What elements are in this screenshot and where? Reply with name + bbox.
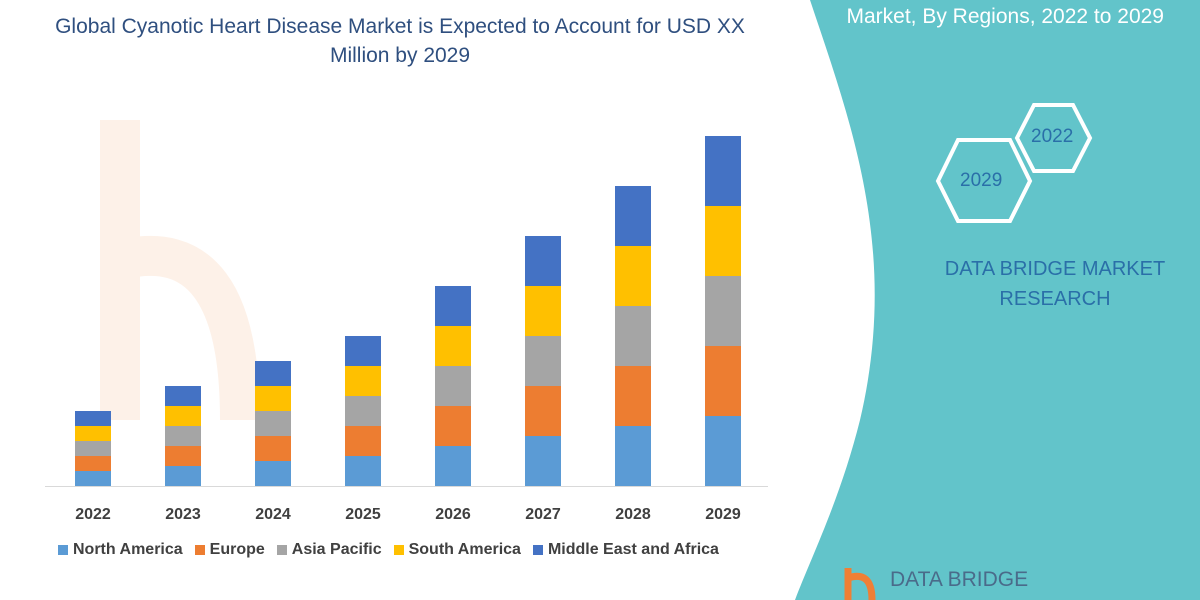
legend-item: North America [58, 541, 183, 559]
bar-segment-2023-asia-pacific [165, 426, 201, 446]
logo-text: DATA BRIDGE [890, 568, 1029, 591]
bar-segment-2024-south-america [255, 386, 291, 411]
bar-segment-2025-asia-pacific [345, 396, 381, 426]
side-panel-shape [795, 0, 1200, 600]
legend-label: South America [408, 541, 521, 558]
bar-segment-2026-asia-pacific [435, 366, 471, 406]
bar-segment-2026-south-america [435, 326, 471, 366]
bar-segment-2025-north-america [345, 456, 381, 486]
bar-segment-2028-north-america [615, 426, 651, 486]
legend-label: Middle East and Africa [547, 541, 719, 558]
legend-swatch [58, 545, 68, 555]
logo-mark [844, 568, 876, 600]
x-tick-label: 2025 [345, 506, 381, 523]
bar-segment-2023-south-america [165, 406, 201, 426]
x-tick-label: 2024 [255, 506, 291, 523]
legend-label: Europe [209, 541, 265, 558]
bar-segment-2023-middle-east-and-africa [165, 386, 201, 406]
x-tick-label: 2028 [615, 506, 651, 523]
bar-segment-2025-south-america [345, 366, 381, 396]
bar-segment-2029-south-america [705, 206, 741, 276]
brand-name: DATA BRIDGE MARKET RESEARCH [944, 258, 1166, 310]
legend-swatch [393, 545, 404, 555]
page-title: Global Cyanotic Heart Disease Market is … [55, 15, 745, 67]
hex-label-2022: 2022 [1031, 126, 1074, 147]
bar-segment-2022-europe [75, 456, 111, 471]
x-tick-label: 2029 [705, 506, 741, 523]
x-tick-label: 2023 [165, 506, 201, 523]
bar-segment-2026-europe [435, 406, 471, 446]
bar-segment-2026-north-america [435, 446, 471, 486]
legend-item: Middle East and Africa [532, 541, 719, 559]
bar-segment-2023-north-america [165, 466, 201, 486]
bar-segment-2029-europe [705, 346, 741, 416]
bar-segment-2026-middle-east-and-africa [435, 286, 471, 326]
bar-segment-2028-middle-east-and-africa [615, 186, 651, 246]
legend-item: South America [393, 541, 521, 559]
bar-segment-2022-north-america [75, 471, 111, 486]
bar-segment-2029-asia-pacific [705, 276, 741, 346]
bar-segment-2028-europe [615, 366, 651, 426]
legend-swatch [194, 545, 205, 555]
bar-segment-2027-asia-pacific [525, 336, 561, 386]
legend-item: Asia Pacific [276, 541, 382, 559]
bar-segment-2027-north-america [525, 436, 561, 486]
bar-segment-2024-europe [255, 436, 291, 461]
hex-2029 [935, 138, 1033, 223]
bar-segment-2024-middle-east-and-africa [255, 361, 291, 386]
bar-segment-2027-middle-east-and-africa [525, 236, 561, 286]
hex-2022 [1014, 103, 1093, 173]
legend-label: North America [73, 541, 183, 558]
bar-segment-2028-asia-pacific [615, 306, 651, 366]
bar-segment-2022-south-america [75, 426, 111, 441]
bar-segment-2024-asia-pacific [255, 411, 291, 436]
bar-segment-2024-north-america [255, 461, 291, 486]
bar-segment-2025-europe [345, 426, 381, 456]
x-tick-label: 2027 [525, 506, 561, 523]
x-tick-label: 2022 [75, 506, 111, 523]
bar-segment-2023-europe [165, 446, 201, 466]
side-title: Market, By Regions, 2022 to 2029 [846, 5, 1164, 28]
legend: North America Europe Asia Pacific South Ame… [58, 541, 719, 559]
bar-segment-2029-north-america [705, 416, 741, 486]
legend-item: Europe [194, 541, 265, 559]
legend-swatch [532, 545, 543, 555]
bar-segment-2029-middle-east-and-africa [705, 136, 741, 206]
bar-segment-2025-middle-east-and-africa [345, 336, 381, 366]
bar-segment-2027-europe [525, 386, 561, 436]
bar-segment-2022-asia-pacific [75, 441, 111, 456]
legend-label: Asia Pacific [291, 541, 382, 558]
x-tick-label: 2026 [435, 506, 471, 523]
hex-label-2029: 2029 [960, 170, 1003, 191]
bar-segment-2028-south-america [615, 246, 651, 306]
legend-swatch [276, 545, 287, 555]
bar-segment-2027-south-america [525, 286, 561, 336]
bar-segment-2022-middle-east-and-africa [75, 411, 111, 426]
watermark-logo-shape [100, 120, 260, 421]
